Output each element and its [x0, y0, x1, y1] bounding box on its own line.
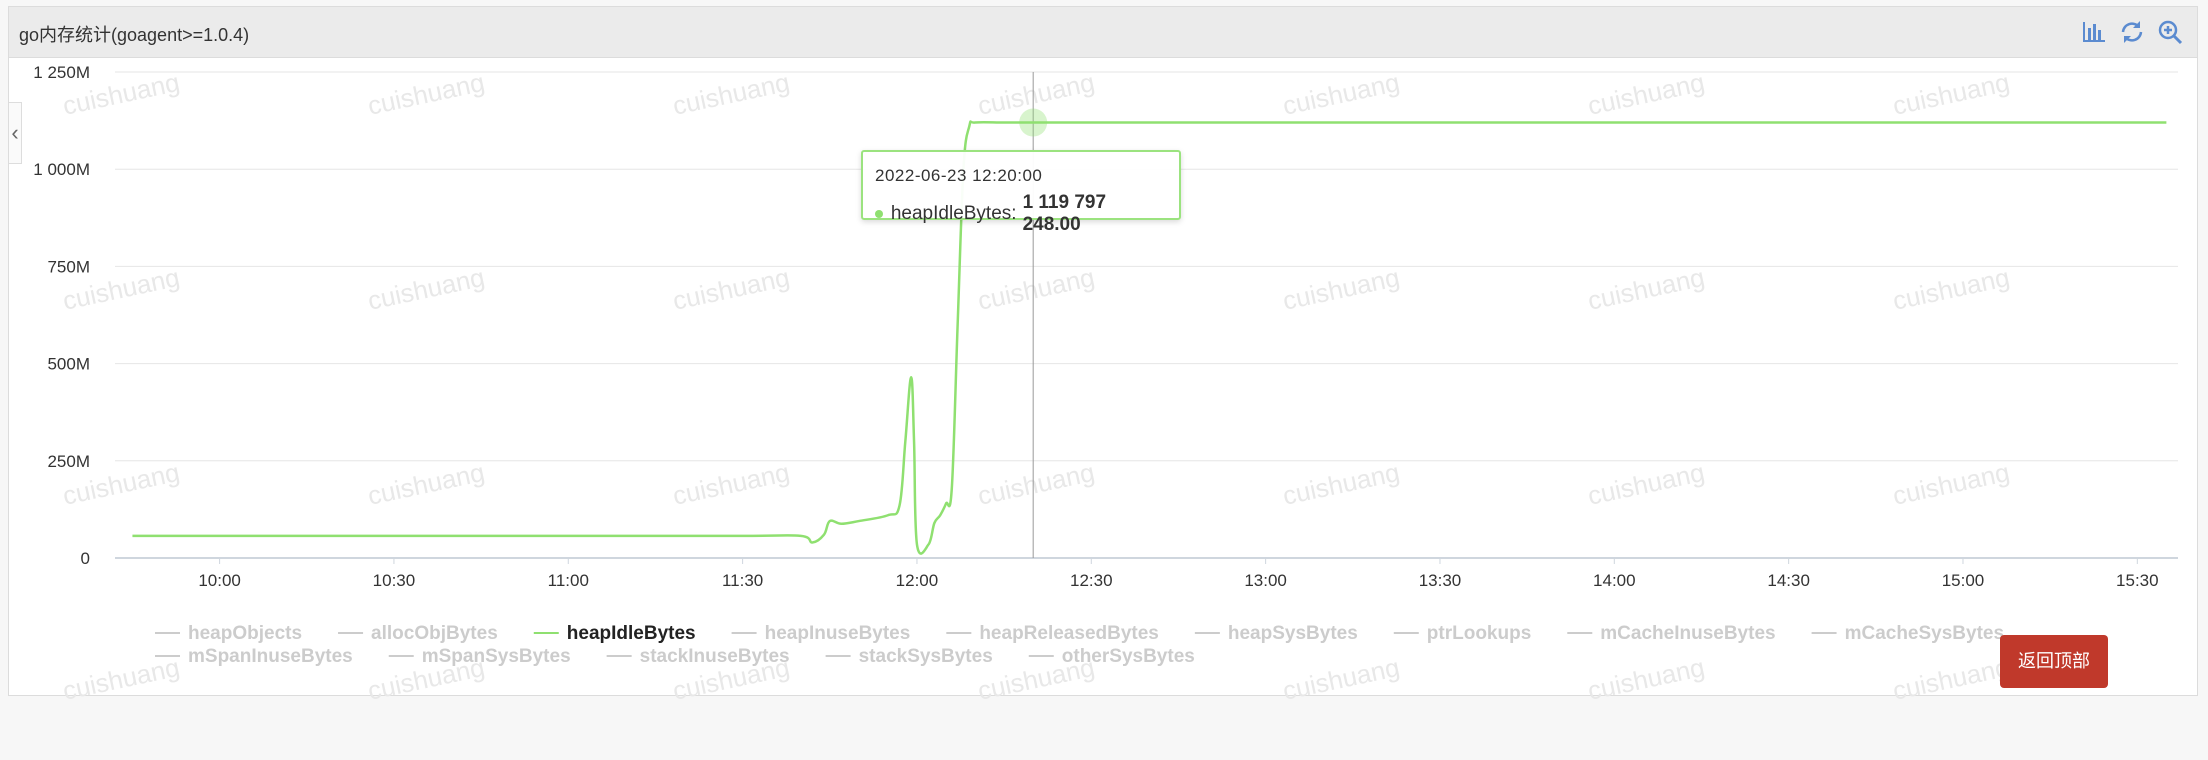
tooltip: 2022-06-23 12:20:00 heapIdleBytes: 1 119…: [861, 150, 1181, 235]
legend-item-ptrLookups[interactable]: ptrLookups: [1393, 623, 1532, 644]
legend-item-allocObjBytes[interactable]: allocObjBytes: [338, 623, 498, 644]
watermark-text: cuishuang: [365, 67, 487, 121]
x-tick-label: 15:00: [1942, 571, 1985, 590]
legend-label: mSpanInuseBytes: [188, 646, 353, 667]
x-tick-label: 11:00: [548, 571, 589, 590]
y-tick-label: 750M: [47, 257, 90, 276]
watermark-text: cuishuang: [1585, 67, 1707, 121]
chart-panel: go内存统计(goagent>=1.0.4) ‹: [8, 6, 2198, 696]
refresh-icon[interactable]: [2117, 17, 2147, 47]
watermark-text: cuishuang: [1890, 67, 2012, 121]
legend-label: heapIdleBytes: [567, 623, 696, 644]
watermark-text: cuishuang: [1585, 262, 1707, 316]
legend-item-heapIdleBytes[interactable]: heapIdleBytes: [533, 623, 696, 644]
bar-chart-icon[interactable]: [2079, 17, 2109, 47]
watermark-text: cuishuang: [1890, 652, 2012, 706]
x-tick-label: 10:00: [198, 571, 241, 590]
y-tick-label: 250M: [47, 452, 90, 471]
watermark-text: cuishuang: [670, 262, 792, 316]
legend-item-heapReleasedBytes[interactable]: heapReleasedBytes: [946, 623, 1159, 644]
legend-item-heapSysBytes[interactable]: heapSysBytes: [1194, 623, 1358, 644]
legend-item-mCacheSysBytes[interactable]: mCacheSysBytes: [1811, 623, 2004, 644]
legend-label: otherSysBytes: [1062, 646, 1195, 667]
tooltip-series-name: heapIdleBytes: [890, 203, 1012, 224]
watermark-text: cuishuang: [1890, 457, 2012, 511]
hover-point: [1019, 108, 1048, 137]
watermark-text: cuishuang: [670, 67, 792, 121]
legend-item-heapInuseBytes[interactable]: heapInuseBytes: [731, 623, 911, 644]
y-tick-label: 0: [81, 549, 90, 568]
series-line-heapIdleBytes: [132, 120, 2167, 555]
zoom-in-icon[interactable]: [2155, 17, 2185, 47]
legend-item-heapObjects[interactable]: heapObjects: [155, 623, 302, 644]
y-tick-label: 1 000M: [33, 160, 90, 179]
legend-label: ptrLookups: [1427, 623, 1532, 644]
x-tick-label: 10:30: [373, 571, 416, 590]
x-tick-label: 13:30: [1419, 571, 1462, 590]
legend-item-otherSysBytes[interactable]: otherSysBytes: [1028, 646, 1195, 667]
legend-label: mCacheSysBytes: [1845, 623, 2004, 644]
legend-item-stackInuseBytes[interactable]: stackInuseBytes: [606, 646, 790, 667]
watermark-text: cuishuang: [670, 457, 792, 511]
legend-label: allocObjBytes: [371, 623, 498, 644]
watermark-text: cuishuang: [60, 652, 182, 706]
tooltip-value: 1 119 797 248.00: [1022, 192, 1107, 235]
grid-lines: [115, 71, 2178, 559]
y-tick-label: 1 250M: [33, 63, 90, 82]
watermark-text: cuishuang: [1585, 457, 1707, 511]
legend: heapObjects allocObjBytes heapIdleBytes hea…: [155, 623, 2004, 667]
x-tick-label: 14:00: [1593, 571, 1636, 590]
x-tick-label: 11:30: [722, 571, 763, 590]
legend-label: heapSysBytes: [1228, 623, 1358, 644]
legend-item-mSpanSysBytes[interactable]: mSpanSysBytes: [388, 646, 571, 667]
watermark-text: cuishuang: [1280, 67, 1402, 121]
watermark-text: cuishuang: [975, 262, 1097, 316]
legend-label: heapReleasedBytes: [979, 623, 1159, 644]
panel-header: go内存统计(goagent>=1.0.4): [9, 7, 2197, 58]
tooltip-row: heapIdleBytes: 1 119 797 248.00: [875, 192, 1167, 236]
legend-item-stackSysBytes[interactable]: stackSysBytes: [825, 646, 993, 667]
watermark-text: cuishuang: [365, 457, 487, 511]
watermark-text: cuishuang: [1280, 457, 1402, 511]
watermark-text: cuishuang: [1280, 262, 1402, 316]
legend-label: heapInuseBytes: [765, 623, 911, 644]
x-tick-label: 12:00: [896, 571, 939, 590]
tooltip-date: 2022-06-23 12:20:00: [875, 166, 1043, 185]
collapse-arrow-icon[interactable]: ‹: [9, 102, 22, 164]
x-tick-label: 13:00: [1244, 571, 1287, 590]
watermark-text: cuishuang: [1280, 652, 1402, 706]
legend-item-mSpanInuseBytes[interactable]: mSpanInuseBytes: [155, 646, 353, 667]
watermark-text: cuishuang: [1890, 262, 2012, 316]
x-tick-label: 14:30: [1767, 571, 1810, 590]
watermark-text: cuishuang: [1585, 652, 1707, 706]
legend-label: stackSysBytes: [859, 646, 993, 667]
y-tick-label: 500M: [47, 355, 90, 374]
legend-label: stackInuseBytes: [640, 646, 790, 667]
legend-item-mCacheInuseBytes[interactable]: mCacheInuseBytes: [1567, 623, 1776, 644]
watermark-text: cuishuang: [365, 262, 487, 316]
back-to-top-button[interactable]: 返回顶部: [2000, 635, 2108, 688]
watermark-text: cuishuang: [975, 457, 1097, 511]
legend-label: mCacheInuseBytes: [1600, 623, 1775, 644]
y-axis: 0 250M 500M 750M 1 000M 1 250M: [33, 63, 90, 568]
x-axis: 10:00 10:30 11:00 11:30 12:00 12:30 13:00 13:30…: [198, 558, 2159, 590]
x-tick-label: 15:30: [2116, 571, 2159, 590]
toolbox: [2079, 17, 2185, 47]
legend-label: heapObjects: [188, 623, 302, 644]
panel-title: go内存统计(goagent>=1.0.4): [19, 25, 250, 45]
tooltip-series-dot: [875, 210, 883, 218]
legend-label: mSpanSysBytes: [422, 646, 571, 667]
x-tick-label: 12:30: [1070, 571, 1113, 590]
